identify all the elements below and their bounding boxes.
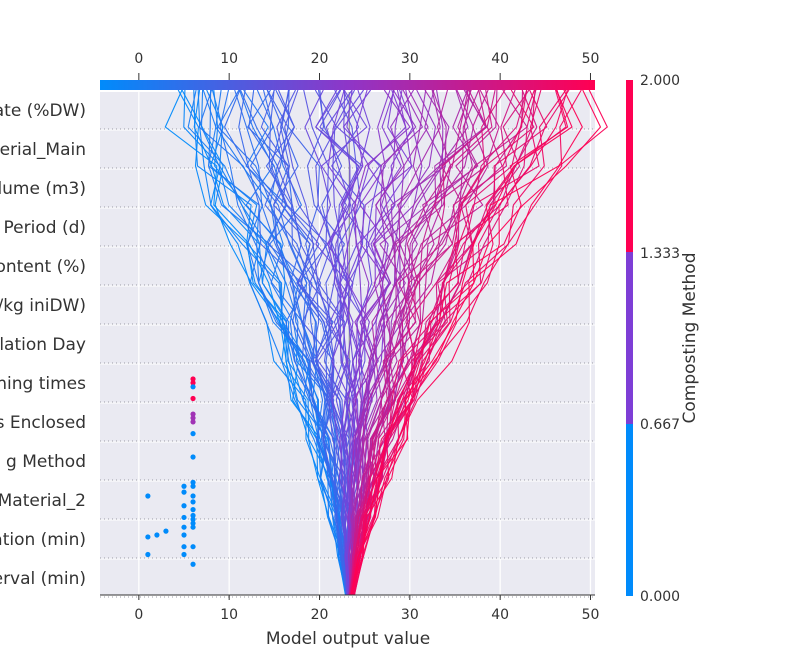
x-tick-label: 30 — [401, 607, 419, 623]
decision-line — [349, 89, 567, 596]
colorbar-segment-high — [626, 80, 633, 252]
decision-line — [327, 89, 358, 596]
feature-value-point — [181, 544, 187, 550]
feature-value-point — [190, 493, 196, 499]
feature-value-point — [190, 561, 196, 567]
decision-line — [187, 89, 350, 596]
x-axis-title: Model output value — [266, 629, 430, 649]
decision-line — [348, 89, 429, 596]
colorbar-label: Composting Method — [680, 253, 700, 424]
feature-label: Material_2 — [0, 491, 86, 511]
feature-value-point — [190, 524, 196, 530]
feature-value-point — [190, 384, 196, 390]
feature-value-point — [190, 544, 196, 550]
feature-value-point — [190, 419, 196, 425]
decision-line — [349, 89, 569, 596]
feature-value-point — [145, 551, 151, 558]
x-tick-label-top: 10 — [220, 51, 238, 67]
feature-label: Period (d) — [4, 218, 86, 238]
feature-label: s Enclosed — [0, 413, 86, 433]
colorbar-tick-2: 2.000 — [640, 73, 680, 89]
top-color-bar — [100, 80, 595, 90]
feature-label: lation Day — [0, 335, 86, 355]
feature-value-point — [190, 380, 196, 386]
decision-lines — [164, 89, 608, 596]
feature-value-point — [181, 551, 187, 558]
x-tick-label-top: 50 — [582, 51, 600, 67]
colorbar: 2.000 1.333 0.667 0.000 Composting Metho… — [626, 73, 700, 605]
feature-label: ontent (%) — [0, 257, 86, 277]
decision-line — [349, 89, 582, 596]
feature-label: /kg iniDW) — [0, 296, 86, 316]
feature-value-point — [154, 532, 160, 538]
x-tick-label-top: 20 — [311, 51, 329, 67]
x-tick-label: 0 — [134, 607, 143, 623]
feature-value-point — [190, 483, 196, 489]
feature-value-point — [190, 516, 196, 523]
feature-value-point — [181, 503, 187, 509]
feature-value-point — [145, 493, 151, 499]
feature-label: ation (min) — [0, 530, 86, 550]
decision-line — [200, 89, 350, 596]
feature-label: ate (%DW) — [0, 101, 86, 121]
feature-value-point — [190, 395, 196, 402]
feature-value-point — [181, 483, 187, 489]
decision-line — [337, 89, 371, 596]
feature-value-point — [190, 520, 196, 526]
feature-value-point — [181, 524, 187, 530]
feature-value-point — [190, 415, 196, 421]
x-axis-bottom: 0 10 20 30 40 50 — [100, 594, 600, 623]
feature-value-point — [190, 499, 196, 505]
feature-label: lume (m3) — [0, 179, 86, 199]
x-tick-label-top: 30 — [401, 51, 419, 67]
x-tick-label-top: 40 — [491, 51, 509, 67]
x-tick-label: 50 — [582, 607, 600, 623]
feature-label: erval (min) — [0, 569, 86, 589]
feature-value-point — [190, 411, 196, 417]
feature-value-point — [181, 532, 187, 538]
decision-line — [349, 89, 573, 596]
feature-value-point — [163, 528, 169, 534]
decision-line — [349, 89, 487, 596]
feature-label: erial_Main — [0, 140, 86, 160]
feature-value-point — [190, 454, 196, 460]
feature-label: ning times — [0, 374, 86, 394]
feature-value-point — [181, 514, 187, 521]
decision-line — [348, 89, 412, 596]
feature-value-point — [145, 534, 151, 540]
feature-value-point — [181, 489, 187, 495]
feature-value-point — [190, 507, 196, 513]
decision-line — [349, 89, 568, 596]
x-tick-label-top: 0 — [134, 51, 143, 67]
decision-line — [349, 89, 548, 596]
feature-value-point — [190, 431, 196, 437]
feature-value-point — [190, 376, 196, 382]
x-tick-label: 20 — [311, 607, 329, 623]
decision-line — [349, 89, 436, 596]
feature-value-points — [145, 376, 196, 567]
feature-value-point — [190, 479, 196, 485]
decision-line — [280, 89, 350, 596]
decision-line — [349, 89, 500, 596]
feature-label: g Method — [6, 452, 86, 472]
x-tick-label: 10 — [220, 607, 238, 623]
decision-line — [349, 89, 535, 596]
colorbar-tick-1333: 1.333 — [640, 246, 680, 262]
colorbar-segment-low — [626, 424, 633, 596]
x-tick-label: 40 — [491, 607, 509, 623]
decision-line — [349, 89, 542, 596]
x-axis-top: 0 10 20 30 40 50 — [134, 51, 599, 80]
colorbar-segment-mid — [626, 252, 633, 424]
feature-value-point — [190, 512, 196, 519]
decision-line — [348, 89, 474, 596]
colorbar-tick-0: 0.000 — [640, 589, 680, 605]
decision-line — [349, 89, 602, 596]
colorbar-tick-0667: 0.667 — [640, 417, 680, 433]
